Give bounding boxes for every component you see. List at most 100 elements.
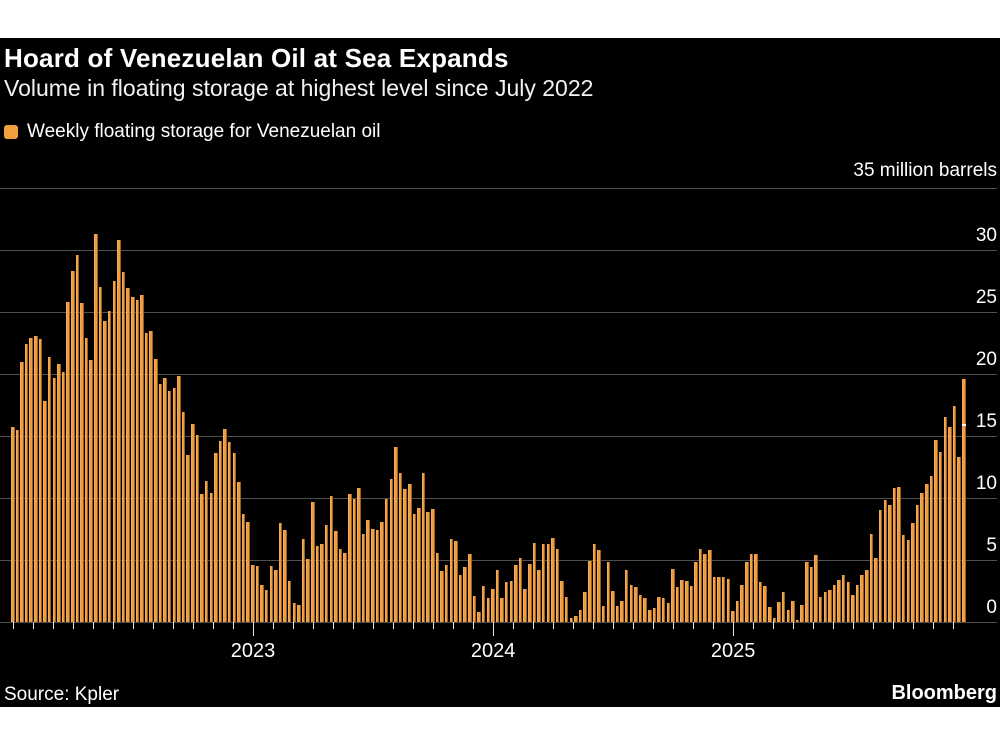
- bar: [500, 598, 504, 622]
- bar: [24, 344, 29, 622]
- bar: [167, 391, 172, 622]
- bar: [375, 530, 380, 622]
- source-text: Source: Kpler: [4, 684, 120, 705]
- x-month-tick: [793, 622, 795, 629]
- bar: [195, 434, 200, 622]
- bar: [869, 533, 874, 622]
- bar: [463, 567, 467, 622]
- bar: [144, 333, 149, 622]
- x-year-label: 2023: [230, 640, 276, 662]
- gridline: [0, 312, 997, 313]
- bar: [417, 507, 421, 622]
- bar: [11, 427, 15, 622]
- bar: [892, 488, 897, 622]
- bar: [805, 562, 809, 622]
- x-month-tick: [293, 622, 295, 629]
- x-month-tick: [953, 622, 955, 629]
- bar: [495, 569, 500, 622]
- bar: [491, 588, 495, 622]
- x-month-tick: [193, 622, 195, 629]
- legend-label: Weekly floating storage for Venezuelan o…: [27, 121, 381, 142]
- bar: [371, 529, 375, 622]
- bar: [938, 452, 943, 622]
- bar: [191, 423, 195, 622]
- bar: [943, 417, 948, 622]
- bar: [403, 489, 407, 622]
- bar: [292, 603, 297, 622]
- bar: [832, 584, 837, 622]
- bar: [818, 597, 823, 622]
- bar: [814, 555, 818, 622]
- bar: [458, 574, 463, 622]
- x-month-tick: [613, 622, 615, 629]
- bar: [504, 582, 509, 622]
- bar: [874, 557, 878, 622]
- bar: [43, 401, 47, 622]
- bar: [546, 543, 550, 622]
- bar: [749, 553, 754, 622]
- x-month-tick: [573, 622, 575, 629]
- x-month-tick: [413, 622, 415, 629]
- bar: [555, 548, 560, 622]
- bar: [846, 582, 851, 622]
- x-month-tick: [113, 622, 115, 629]
- gridline: [0, 498, 997, 499]
- bar: [740, 584, 744, 622]
- bar: [911, 522, 915, 622]
- bar: [107, 310, 112, 622]
- bar: [648, 609, 652, 622]
- bar: [657, 597, 661, 622]
- bar: [800, 604, 804, 622]
- x-month-tick: [453, 622, 455, 629]
- chart-panel: Hoard of Venezuelan Oil at Sea Expands V…: [0, 38, 1000, 707]
- x-month-tick: [393, 622, 395, 629]
- bar: [135, 299, 140, 622]
- bar: [426, 511, 430, 622]
- bar: [948, 427, 952, 622]
- bar: [588, 561, 592, 622]
- bar: [329, 495, 334, 622]
- x-month-tick: [313, 622, 315, 629]
- x-year-label: 2025: [710, 640, 756, 662]
- bar: [38, 339, 43, 622]
- x-month-tick: [933, 622, 935, 629]
- bar: [828, 589, 832, 622]
- x-month-tick: [93, 622, 95, 629]
- bar: [260, 584, 264, 622]
- bar: [389, 479, 394, 622]
- bar: [75, 254, 80, 622]
- legend-swatch-icon: [4, 125, 18, 139]
- bar: [449, 538, 454, 622]
- x-month-tick: [133, 622, 135, 629]
- bar: [80, 303, 84, 622]
- bar: [860, 574, 864, 622]
- bar: [837, 579, 841, 622]
- bar: [615, 605, 620, 622]
- bar: [214, 453, 218, 622]
- bar: [768, 607, 772, 622]
- bar: [89, 360, 93, 622]
- bar: [597, 550, 601, 622]
- x-month-tick: [813, 622, 815, 629]
- bar: [186, 454, 190, 622]
- bar: [514, 564, 518, 622]
- bar: [777, 602, 781, 622]
- x-month-tick: [833, 622, 835, 629]
- bar: [537, 569, 541, 622]
- bar: [564, 597, 569, 622]
- bar: [791, 600, 795, 622]
- bar: [865, 569, 869, 622]
- y-tick-label: 20: [975, 349, 997, 370]
- bar: [149, 330, 153, 622]
- bar: [666, 603, 671, 622]
- bar: [361, 533, 366, 622]
- bar: [140, 294, 144, 622]
- bar: [412, 514, 417, 622]
- chart-subtitle: Volume in floating storage at highest le…: [4, 75, 594, 101]
- y-tick-label: 15: [975, 411, 997, 432]
- bar: [731, 610, 735, 622]
- x-month-tick: [673, 622, 675, 629]
- bar: [823, 592, 827, 622]
- bar: [569, 618, 574, 622]
- bar: [952, 406, 957, 622]
